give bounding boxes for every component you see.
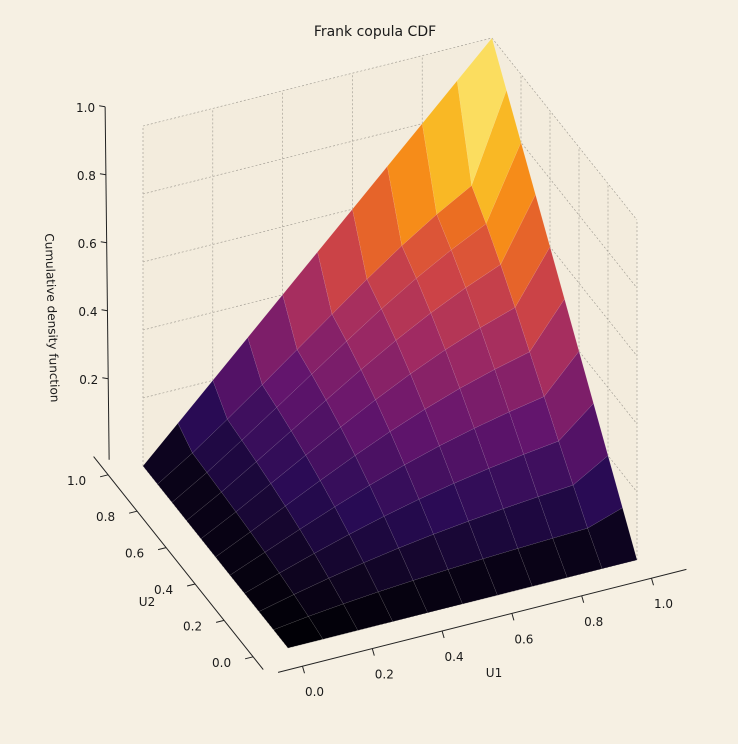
z-tick-2: 0.6 (78, 237, 97, 251)
y-axis-line (93, 456, 264, 670)
surface-cell-3-1 (363, 547, 414, 593)
surface-cell-7-7 (416, 249, 466, 314)
y-tick-5: 1.0 (67, 474, 86, 488)
surface-cell-6-0 (482, 548, 533, 596)
x-axis-line (277, 568, 687, 673)
x-axis-label: U1 (486, 666, 502, 680)
y-tick-2: 0.4 (154, 583, 173, 597)
surface-cell-4-7 (311, 340, 362, 401)
surface-cell-0-6 (186, 491, 237, 540)
y-axis-label: U2 (139, 595, 155, 609)
surface-cell-3-0 (377, 580, 428, 622)
surface-cell-1-0 (308, 603, 359, 640)
surface-cell-4-2 (383, 499, 434, 549)
tick-labels: 0.0 0.2 0.4 0.6 0.8 1.0 0.0 0.2 0.4 0.6 0.8 1.0 0.2 0… (67, 101, 673, 699)
surface-cell-5-8 (331, 278, 382, 342)
surface-cell-3-8 (261, 349, 312, 408)
surface-cell-5-0 (447, 558, 498, 605)
surface-cell-0-9 (142, 422, 193, 485)
y-tick-4: 0.8 (96, 510, 115, 524)
surface-cell-2-3 (299, 506, 350, 554)
surface-cell-9-8 (471, 89, 522, 225)
surface-cell-6-6 (395, 312, 446, 375)
surface-cell-4-3 (369, 464, 420, 517)
surface-cell-2-5 (270, 454, 321, 507)
surface-cell-2-4 (285, 480, 335, 530)
z-tick-3: 0.8 (77, 169, 96, 183)
surface-cell-5-2 (418, 483, 469, 535)
x-tick-1: 0.2 (375, 668, 394, 682)
x-tick-2: 0.4 (445, 650, 464, 664)
axis-lines (93, 106, 687, 673)
surface-cell-4-9 (282, 251, 333, 350)
grid-back-z-u1-3 (491, 105, 638, 289)
chart-title: Frank copula CDF (314, 24, 436, 40)
y-tick-0: 0.0 (212, 656, 231, 670)
surface-cell-3-3 (334, 485, 385, 535)
surface-cell-5-9 (317, 208, 368, 315)
surface-cell-8-9 (421, 80, 472, 215)
surface-cell-0-5 (200, 511, 251, 558)
surface-cell-8-6 (465, 264, 516, 328)
y-tick-1: 0.2 (183, 619, 202, 633)
x-tick-5: 1.0 (654, 597, 673, 611)
x-tick-4: 0.8 (584, 615, 603, 629)
surface-cell-2-7 (241, 407, 292, 463)
surface-cell-4-0 (412, 569, 463, 614)
surface-mesh (142, 37, 638, 649)
z-tick-1: 0.4 (78, 305, 97, 319)
z-tick-4: 1.0 (76, 101, 95, 115)
x-tick-0: 0.0 (305, 685, 324, 699)
surface-cell-0-0 (273, 616, 324, 649)
z-axis-line (104, 106, 110, 460)
surface-cell-5-3 (404, 445, 455, 500)
y-tick-3: 0.6 (125, 547, 144, 561)
surface-cell-4-4 (354, 431, 405, 486)
x-tick-3: 0.6 (514, 632, 533, 646)
surface-cell-0-3 (229, 552, 280, 594)
surface-cell-2-0 (343, 591, 393, 631)
grid-back-z-u1-4 (491, 37, 638, 221)
z-axis-label: Cumulative density function (42, 233, 62, 403)
surface-cell-7-2 (488, 454, 539, 509)
z-tick-0: 0.2 (79, 373, 98, 387)
grid-back-z-u1-2 (491, 173, 638, 357)
